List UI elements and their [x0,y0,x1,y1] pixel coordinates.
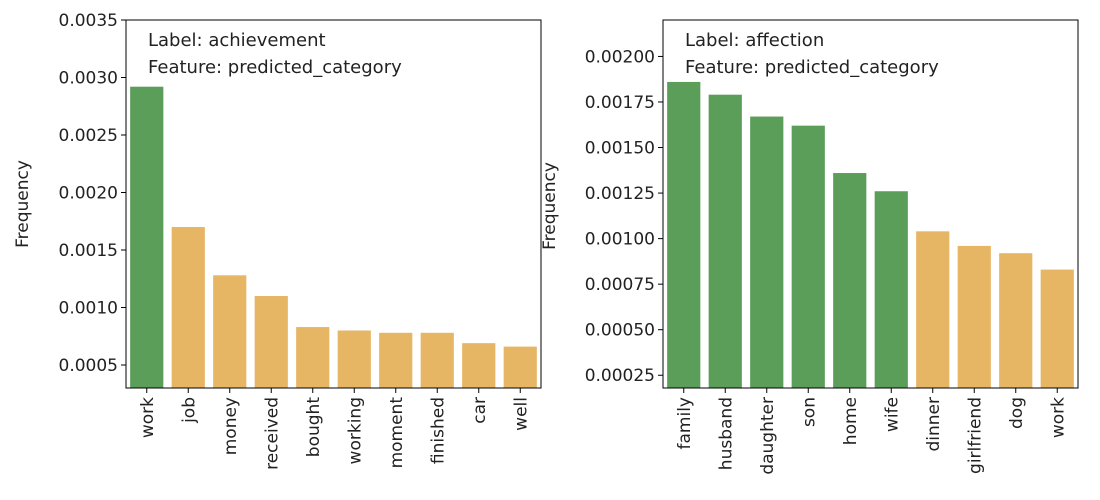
annotation-feature: Feature: predicted_category [685,57,939,78]
y-tick-label: 0.00150 [585,139,655,159]
x-tick-label: girlfriend [965,397,985,474]
x-tick-label: received [262,397,282,470]
bar-wife [874,191,908,388]
x-tick-label: moment [387,397,407,469]
bar-well [503,346,537,388]
x-tick-label: work [138,397,158,438]
bar-family [667,81,701,388]
x-tick-label: family [675,397,695,449]
x-tick-label: money [221,397,241,455]
y-tick-label: 0.00075 [585,275,655,295]
annotation-feature: Feature: predicted_category [148,57,402,78]
y-tick-label: 0.0025 [59,126,118,146]
bar-girlfriend [957,245,991,388]
axes-frame [662,19,1079,389]
bar-daughter [750,116,784,389]
x-tick-label: daughter [758,397,778,475]
y-tick-label: 0.00125 [585,184,655,204]
y-tick-label: 0.0010 [59,299,118,319]
bar-work [130,86,164,388]
x-tick-label: dog [1007,397,1027,429]
x-tick-label: car [470,397,490,424]
bar-working [337,330,371,388]
x-tick-label: work [1048,397,1068,438]
bar-dog [999,253,1033,388]
x-tick-label: wife [882,397,902,432]
y-tick-label: 0.0015 [59,241,118,261]
annotation-label: Label: affection [685,30,824,51]
x-tick-label: bought [304,397,324,458]
bar-received [254,296,288,388]
y-tick-label: 0.0030 [59,69,118,89]
x-tick-label: home [841,397,861,445]
y-tick-label: 0.00025 [585,366,655,386]
x-tick-label: job [179,397,199,424]
y-tick-label: 0.0035 [59,11,118,31]
y-tick-label: 0.00200 [585,47,655,67]
x-tick-label: dinner [924,397,944,452]
x-tick-label: working [345,397,365,464]
bar-home [833,173,867,388]
axes-frame [125,19,542,389]
y-tick-label: 0.00175 [585,93,655,113]
chart-affection: 0.00025 0.00050 0.00075 0.00100 0.00125 0.001… [540,19,1079,475]
x-tick-label: husband [716,397,736,470]
bar-moment [379,332,413,388]
y-tick-label: 0.0005 [59,356,118,376]
bar-car [462,343,496,388]
y-axis-label: Frequency [13,160,33,248]
bar-bought [296,327,330,388]
x-tick-label: finished [428,397,448,464]
bar-work [1040,269,1074,388]
chart-achievement: 0.0005 0.0010 0.0015 0.0020 0.0025 0.0030 0.00… [13,11,542,470]
y-tick-label: 0.00100 [585,230,655,250]
bar-job [171,227,205,388]
bar-finished [420,332,454,388]
y-axis-label: Frequency [540,162,560,250]
bar-dinner [916,231,950,388]
x-tick-label: son [799,397,819,427]
bar-husband [708,94,742,388]
y-tick-label: 0.00050 [585,321,655,341]
annotation-label: Label: achievement [148,30,326,51]
y-tick-label: 0.0020 [59,184,118,204]
bar-son [791,125,825,388]
bar-money [213,275,247,388]
x-tick-label: well [511,397,531,431]
